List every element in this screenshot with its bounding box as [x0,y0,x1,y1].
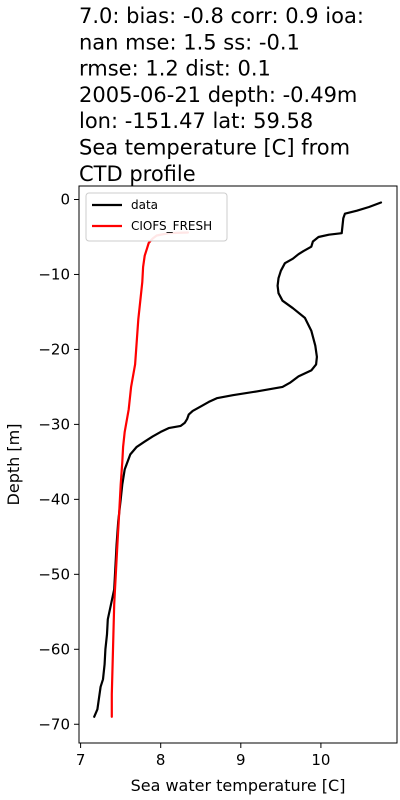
x-tick-label: 8 [156,751,166,769]
y-tick-label: 0 [60,190,70,208]
x-tick-label: 7 [76,751,86,769]
axes-frame [78,185,398,744]
y-tick-label: −10 [38,265,70,283]
x-tick-label: 9 [236,751,246,769]
y-tick-label: −70 [38,715,70,733]
chart-title: 7.0: bias: -0.8 corr: 0.9 ioa:nan mse: 1… [79,4,364,186]
legend: data CIOFS_FRESH [85,192,228,242]
title-line: Sea temperature [C] from [79,136,350,160]
x-tick-label: 10 [311,751,330,769]
title-line: 2005-06-21 depth: -0.49m [79,83,357,107]
legend-label: data [131,198,158,212]
y-tick-label: −60 [38,640,70,658]
title-line: lon: -151.47 lat: 59.58 [79,109,313,133]
series-line-ciofs-fresh [110,231,189,718]
series-line-data [93,201,383,718]
series-layer [93,201,383,718]
y-axis: 0 −10 −20 −30 −40 −50 −60 −70 [38,190,79,733]
y-axis-label: Depth [m] [4,424,23,506]
y-tick-label: −30 [38,415,70,433]
x-axis: 7 8 9 10 [76,743,330,769]
y-tick-label: −20 [38,340,70,358]
title-line: CTD profile [79,162,196,186]
plot-area: 7 8 9 10 0 −10 −20 −30 −40 −50 −60 −70 [38,185,398,769]
title-line: 7.0: bias: -0.8 corr: 0.9 ioa: [79,4,364,28]
y-tick-label: −50 [38,565,70,583]
x-axis-label: Sea water temperature [C] [131,776,346,795]
title-line: rmse: 1.2 dist: 0.1 [79,57,271,81]
y-tick-label: −40 [38,490,70,508]
title-line: nan mse: 1.5 ss: -0.1 [79,30,300,54]
legend-label: CIOFS_FRESH [131,219,212,233]
